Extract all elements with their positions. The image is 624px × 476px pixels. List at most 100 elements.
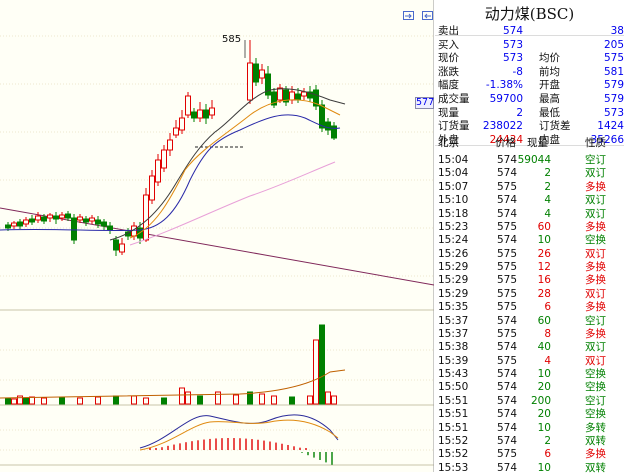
tick-time: 15:04 <box>438 167 469 180</box>
candle-body <box>331 125 337 139</box>
tick-price: 574 <box>496 207 517 220</box>
tick-vol: 12 <box>537 261 551 274</box>
candle-body <box>47 214 53 219</box>
candle-body <box>167 139 173 151</box>
candle-body <box>11 222 17 227</box>
quote-value: 59700 <box>489 93 523 105</box>
candlestick-chart[interactable]: 585 577 <box>0 0 435 472</box>
candle-body <box>17 221 23 227</box>
tick-type: 双订 <box>585 167 606 180</box>
quote-row: 买入 573 205 <box>435 39 624 52</box>
tick-row[interactable]: 15:39 575 4 双订 <box>435 355 624 368</box>
tick-time: 15:23 <box>438 220 469 233</box>
tick-row[interactable]: 15:23 575 60 多换 <box>435 221 624 234</box>
volume-bar <box>29 396 35 405</box>
candle-body <box>5 224 11 229</box>
tick-row[interactable]: 15:51 574 10 多转 <box>435 422 624 435</box>
ma-line-short <box>109 88 346 241</box>
tick-row[interactable]: 15:29 575 16 多换 <box>435 274 624 287</box>
quote-row: 订货量 238022 订货差 1424 <box>435 120 624 133</box>
candle-body <box>35 215 41 221</box>
quote-label: 幅度 <box>438 79 459 92</box>
tick-row[interactable]: 15:29 575 12 多换 <box>435 261 624 274</box>
candle-body <box>191 111 197 119</box>
quote-value: 579 <box>603 93 624 105</box>
tick-row[interactable]: 15:51 574 200 空订 <box>435 395 624 408</box>
tick-type: 双订 <box>585 341 606 354</box>
tick-row[interactable]: 15:52 574 2 双转 <box>435 435 624 448</box>
volume-bar <box>331 395 337 405</box>
candle-body <box>149 175 155 201</box>
tick-time: 15:52 <box>438 434 469 447</box>
tick-vol: 28 <box>537 287 551 300</box>
tick-type: 双订 <box>585 194 606 207</box>
tick-header-cell: 价格 <box>495 137 516 149</box>
tick-price: 574 <box>496 154 517 166</box>
tick-row[interactable]: 15:26 575 26 双订 <box>435 248 624 261</box>
tick-vol: 2 <box>544 180 551 193</box>
tick-time: 15:24 <box>438 234 469 247</box>
tick-type: 双订 <box>585 354 606 367</box>
candle-body <box>41 216 47 222</box>
quote-value: 24434 <box>489 133 523 146</box>
candle-body <box>71 217 77 241</box>
current-price-tag: 577 <box>415 97 435 109</box>
tick-row[interactable]: 15:38 574 40 双订 <box>435 341 624 354</box>
volume-bar <box>179 387 185 405</box>
candle-body <box>179 117 185 131</box>
volume-bar <box>197 395 203 405</box>
candle-body <box>289 91 295 101</box>
tick-type: 双订 <box>585 287 606 300</box>
tick-vol: 60 <box>537 314 551 327</box>
tick-vol: 10 <box>537 461 551 474</box>
tick-time: 15:29 <box>438 261 469 274</box>
candle-body <box>29 218 35 223</box>
tick-price: 574 <box>496 381 517 394</box>
volume-bar <box>307 395 313 405</box>
tick-row[interactable]: 15:35 575 6 多换 <box>435 301 624 314</box>
tick-row[interactable]: 15:37 574 60 空订 <box>435 315 624 328</box>
tick-row[interactable]: 15:52 575 6 多换 <box>435 448 624 461</box>
quote-value: 579 <box>603 79 624 92</box>
tick-vol: 200 <box>530 394 551 407</box>
quote-value: -1.38% <box>485 79 523 92</box>
tick-price: 575 <box>496 220 517 233</box>
tick-header-cell: 现量 <box>527 137 548 149</box>
volume-bar <box>319 324 325 405</box>
candle-body <box>53 215 59 220</box>
tick-row[interactable]: 15:50 574 20 空换 <box>435 381 624 394</box>
tick-row[interactable]: 15:43 574 10 空换 <box>435 368 624 381</box>
tick-price: 574 <box>496 167 517 180</box>
tick-type: 空换 <box>585 381 606 394</box>
volume-bar <box>247 391 253 405</box>
tick-row[interactable]: 15:18 574 4 双订 <box>435 208 624 221</box>
tick-vol: 26 <box>537 247 551 260</box>
candle-body <box>185 95 191 116</box>
tick-time: 15:07 <box>438 180 469 193</box>
tick-row[interactable]: 15:07 575 2 多换 <box>435 181 624 194</box>
tick-row[interactable]: 15:10 574 4 双订 <box>435 194 624 207</box>
chart-canvas[interactable] <box>0 0 435 472</box>
tick-time: 15:18 <box>438 207 469 220</box>
candle-body <box>307 91 313 99</box>
candle-body <box>259 69 265 79</box>
volume-bar <box>11 398 17 405</box>
tick-row[interactable]: 15:29 575 28 双订 <box>435 288 624 301</box>
tick-row[interactable]: 15:37 575 8 多换 <box>435 328 624 341</box>
tick-time: 15:39 <box>438 354 469 367</box>
tick-vol: 2 <box>544 167 551 180</box>
tick-row[interactable]: 15:24 574 10 空换 <box>435 234 624 247</box>
tick-row[interactable]: 15:04 574 2 双订 <box>435 167 624 180</box>
volume-bar <box>233 394 239 405</box>
tick-row[interactable]: 15:04 574 59044 空订 <box>435 154 624 167</box>
candle-body <box>101 221 107 227</box>
candle-body <box>59 214 65 219</box>
volume-ma-line <box>0 369 346 399</box>
resize-icon[interactable] <box>403 11 433 21</box>
tick-type: 双转 <box>585 434 606 447</box>
quote-row: 现量 2 最低 573 <box>435 107 624 120</box>
tick-vol: 40 <box>537 341 551 354</box>
tick-row[interactable]: 15:51 574 20 空换 <box>435 408 624 421</box>
tick-row[interactable]: 15:53 574 10 双转 <box>435 462 624 475</box>
quote-value: -8 <box>512 65 523 78</box>
